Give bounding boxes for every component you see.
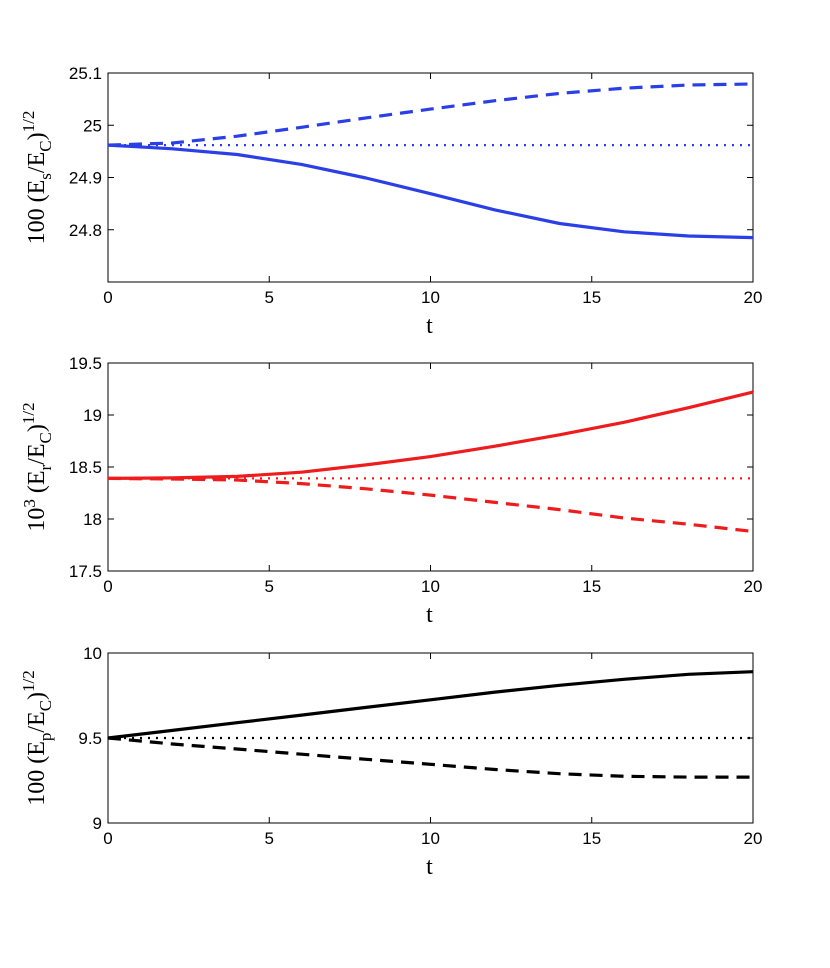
y-tick-label: 19.5 <box>69 354 102 373</box>
y-tick-label: 18.5 <box>69 458 102 477</box>
x-tick-label: 20 <box>744 577 763 596</box>
axes-frame <box>107 72 754 283</box>
energy-s-panel: 0 5 10 15 20 24.8 24.9 25 25.1 t 100 (Es/EC)1/2 <box>19 64 762 339</box>
x-tick-label: 20 <box>744 288 763 307</box>
y-tick-label: 25 <box>83 116 102 135</box>
y-tick-label: 18 <box>83 510 102 529</box>
ylabel-subscript: p <box>36 733 55 742</box>
x-tick-label: 15 <box>582 829 601 848</box>
ylabel-superscript: 1/2 <box>19 111 38 133</box>
series-line-dashed <box>107 82 754 147</box>
y-tick-label: 9.5 <box>78 729 102 748</box>
ylabel-superscript: 3 <box>20 499 39 508</box>
ylabel-text: (E <box>24 470 50 499</box>
y-tick-label: 9 <box>93 814 102 833</box>
ylabel-text: ) <box>24 424 50 432</box>
x-tick-label: 10 <box>421 829 440 848</box>
y-axis-label: 100 (Ep/EC)1/2 <box>19 670 55 806</box>
x-tick-label: 0 <box>103 288 112 307</box>
ylabel-text: 100 (E <box>24 741 50 806</box>
y-tick-label: 19 <box>83 406 102 425</box>
series-line-solid <box>107 390 754 480</box>
ylabel-text: 100 (E <box>24 180 50 245</box>
series-line-solid <box>107 143 754 240</box>
x-axis-label: t <box>426 854 433 880</box>
axes-frame <box>107 362 754 572</box>
y-axis-label: 100 (Es/EC)1/2 <box>19 111 55 245</box>
ylabel-text: 10 <box>24 508 50 532</box>
y-tick-label: 25.1 <box>69 64 102 83</box>
ylabel-text: ) <box>24 692 50 700</box>
x-tick-label: 10 <box>421 577 440 596</box>
ylabel-text: ) <box>24 132 50 140</box>
ylabel-text: /E <box>24 152 50 173</box>
ylabel-superscript: 1/2 <box>19 402 38 424</box>
ylabel-subscript: r <box>36 464 55 470</box>
x-axis-label: t <box>426 602 433 628</box>
ylabel-text: /E <box>24 711 50 732</box>
x-tick-label: 5 <box>265 829 274 848</box>
y-tick-label: 24.8 <box>69 221 102 240</box>
series-line-dashed <box>107 736 753 779</box>
x-tick-label: 5 <box>265 577 274 596</box>
series-line-dashed <box>107 476 754 534</box>
series-line-solid <box>107 670 754 740</box>
ylabel-subscript: C <box>36 700 55 711</box>
ylabel-text: /E <box>24 443 50 464</box>
x-tick-label: 0 <box>103 577 112 596</box>
ylabel-subscript: C <box>36 140 55 151</box>
x-tick-label: 0 <box>103 829 112 848</box>
x-tick-label: 15 <box>582 577 601 596</box>
ylabel-subscript: s <box>36 173 55 180</box>
energy-p-panel: 0 5 10 15 20 9 9.5 10 t 100 (Ep/EC)1/2 <box>19 644 762 880</box>
x-tick-label: 15 <box>582 288 601 307</box>
x-tick-label: 20 <box>744 829 763 848</box>
y-tick-label: 17.5 <box>69 562 102 581</box>
y-tick-label: 10 <box>83 644 102 663</box>
ylabel-subscript: C <box>36 432 55 443</box>
x-tick-label: 5 <box>265 288 274 307</box>
ylabel-superscript: 1/2 <box>19 670 38 692</box>
x-tick-label: 10 <box>421 288 440 307</box>
y-axis-label: 103 (Er/EC)1/2 <box>19 402 55 531</box>
x-axis-label: t <box>426 313 433 339</box>
y-tick-label: 24.9 <box>69 169 102 188</box>
